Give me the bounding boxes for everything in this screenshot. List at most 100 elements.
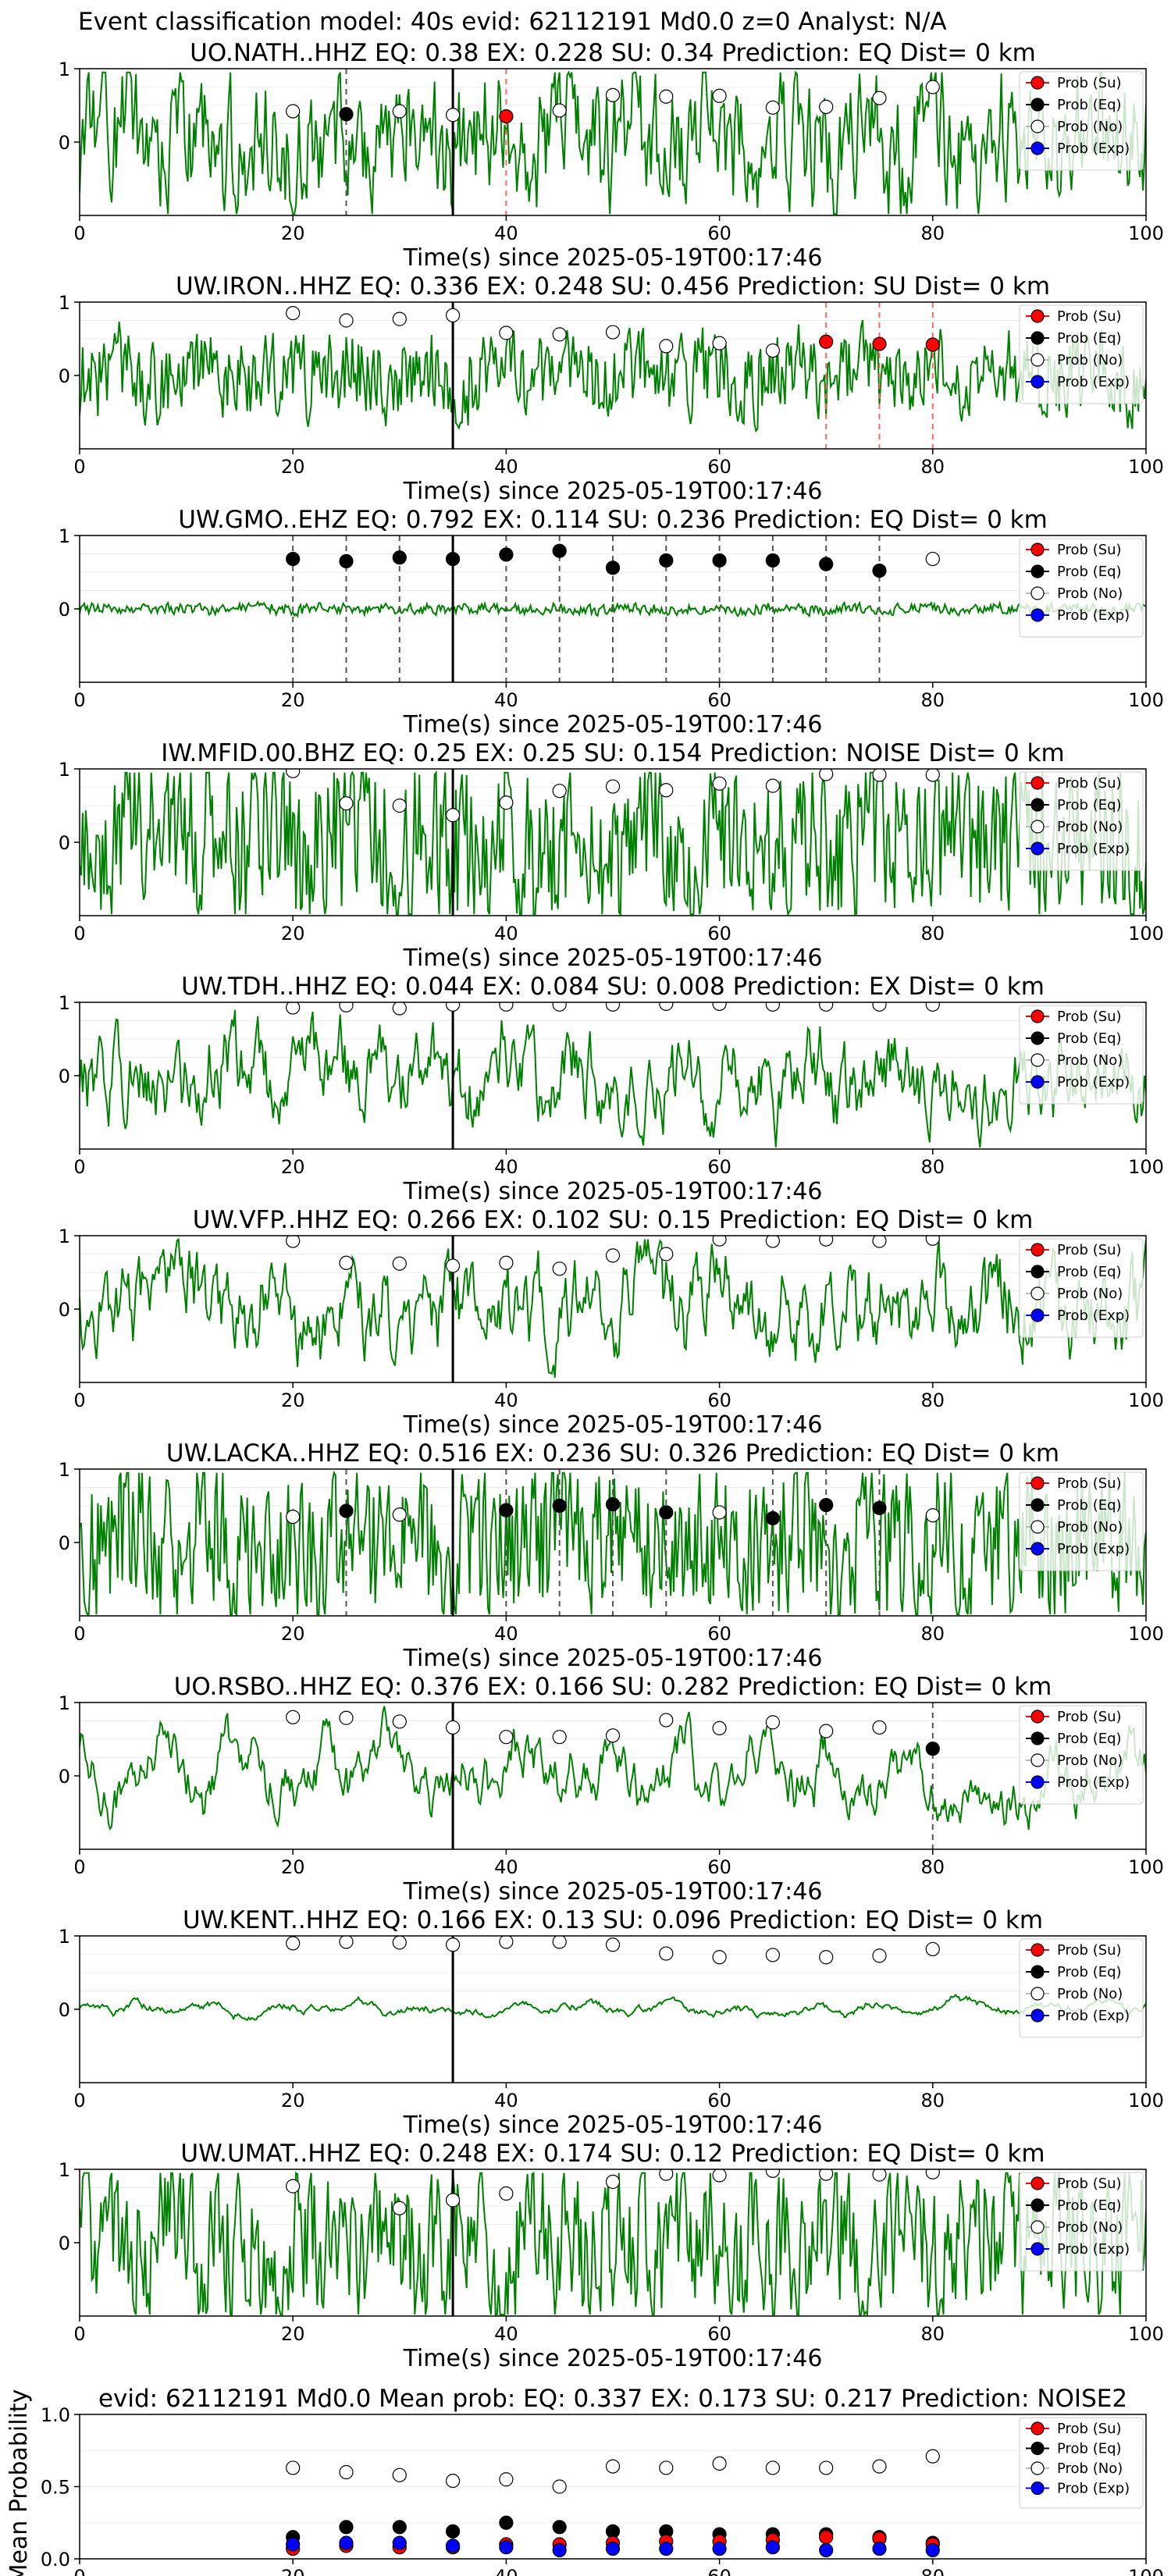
y-tick-label: 1 [59,1459,70,1481]
legend-label: Prob (No) [1057,352,1123,368]
y-tick-label: 1 [59,759,70,781]
prob-marker [765,2460,781,2475]
prob-marker [392,2520,407,2535]
y-tick-label: 1 [59,2159,70,2181]
legend-label: Prob (Exp) [1057,2241,1130,2258]
legend-label: Prob (Exp) [1057,2008,1130,2024]
legend-box [1019,2417,1144,2509]
prob-marker [339,1002,354,1012]
legend-label: Prob (Su) [1057,2176,1122,2192]
waveform-trace [80,770,1146,916]
prob-marker [339,313,354,328]
legend-marker [1030,1286,1045,1300]
waveform-trace [80,70,1146,215]
x-tick-label: 40 [494,222,518,244]
x-tick-label: 100 [1128,1156,1164,1178]
axes-frame [79,1935,1147,2083]
y-tick-label: 1 [59,992,70,1014]
prob-marker [872,1500,887,1515]
prob-marker [659,2169,674,2181]
prob-marker [392,1714,407,1729]
y-tick-label: 0 [59,1066,70,1087]
plot-area [80,1002,1146,1149]
x-tick-label: 60 [707,222,731,244]
prob-marker [605,1497,621,1512]
prob-marker [499,547,514,562]
legend-label: Prob (Eq) [1057,1964,1122,1980]
legend-label: Prob (Eq) [1057,1264,1122,1280]
prob-marker [286,1236,301,1248]
legend-label: Prob (Eq) [1057,330,1122,347]
prob-marker [286,2460,301,2475]
prob-marker [552,1498,567,1514]
prob-marker [552,1002,567,1012]
x-tick-label: 80 [921,456,945,478]
plot-area [80,769,1146,916]
prob-marker [659,1713,674,1727]
chart-panel-5: UW.TDH..HHZ EQ: 0.044 EX: 0.084 SU: 0.00… [59,973,1164,1205]
prob-marker [872,564,887,578]
x-axis-label: Time(s) since 2025-05-19T00:17:46 [403,1645,823,1672]
legend-marker [1030,2008,1045,2023]
legend-marker [1030,798,1045,812]
legend-marker [1030,2176,1045,2190]
prob-marker [819,1950,834,1965]
legend-box [1019,304,1144,404]
x-tick-label: 60 [707,1389,731,1411]
legend-box [1019,1705,1144,1805]
legend-marker [1030,2220,1045,2234]
x-tick-label: 40 [494,456,518,478]
legend-marker [1030,331,1045,345]
legend-marker [1030,375,1045,389]
prob-marker [552,543,567,558]
prob-marker [872,1002,887,1012]
x-tick-label: 80 [921,1389,945,1411]
x-tick-label: 100 [1128,923,1164,945]
y-tick-label: 0.0 [41,2549,70,2571]
prob-marker [286,1936,301,1951]
prob-marker [499,1730,514,1745]
prob-marker [445,108,461,123]
prob-marker [339,1710,354,1725]
x-tick-label: 80 [921,1156,945,1178]
prob-marker [659,783,674,798]
x-tick-label: 100 [1128,2090,1164,2112]
panel-title: UW.TDH..HHZ EQ: 0.044 EX: 0.084 SU: 0.00… [181,973,1045,1001]
x-tick-label: 60 [707,456,731,478]
x-tick-label: 0 [73,456,85,478]
legend-label: Prob (Su) [1057,1009,1122,1025]
x-tick-label: 0 [73,2090,85,2112]
x-tick-label: 60 [707,1623,731,1645]
prob-marker [765,1236,780,1248]
prob-marker [392,1507,407,1522]
x-tick-label: 100 [1128,1856,1164,1878]
chart-panel-8: UO.RSBO..HHZ EQ: 0.376 EX: 0.166 SU: 0.2… [59,1673,1164,1905]
legend-marker [1030,1731,1045,1745]
y-tick-label: 1 [59,1692,70,1714]
legend-label: Prob (No) [1057,2219,1123,2236]
prob-marker [605,325,621,340]
legend-box [1019,1471,1144,1571]
legend-marker [1030,586,1045,600]
legend-marker [1030,2441,1045,2456]
x-tick-label: 80 [921,2566,945,2576]
legend-label: Prob (Exp) [1057,607,1130,624]
prob-marker [925,1508,940,1523]
prob-marker [286,1002,301,1015]
prob-marker [765,553,781,568]
prob-marker [712,1720,727,1735]
prob-marker [712,1950,727,1965]
legend-marker [1030,2461,1045,2475]
prob-marker [605,1937,621,1952]
prob-marker [339,1503,354,1518]
legend-box [1019,538,1144,638]
legend-label: Prob (Exp) [1057,374,1130,390]
prob-marker [659,1946,674,1961]
x-tick-label: 0 [73,1156,85,1178]
legend-marker [1030,2421,1045,2435]
x-tick-label: 80 [921,689,945,711]
y-tick-label: 0.5 [41,2477,70,2499]
waveform-trace [80,319,1146,433]
legend-label: Prob (No) [1057,1286,1123,1302]
